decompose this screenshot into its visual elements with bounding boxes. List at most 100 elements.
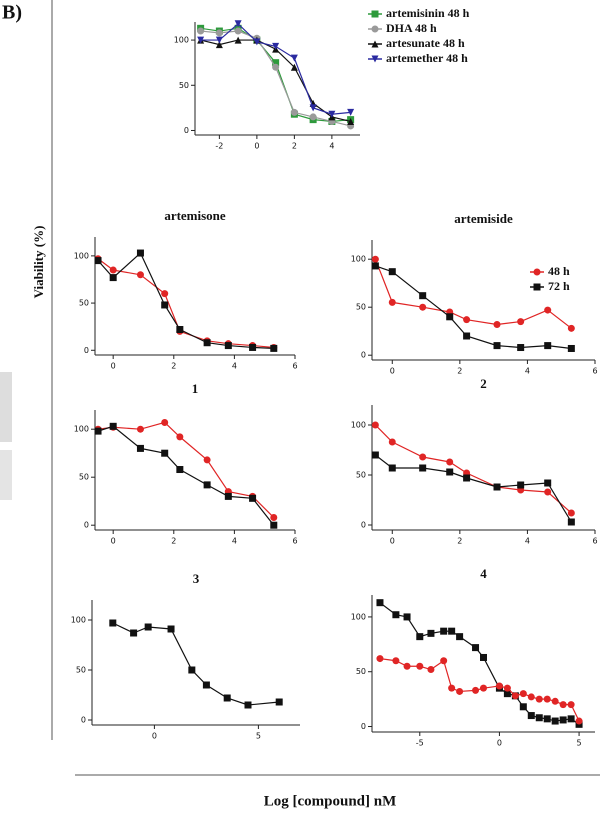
marker bbox=[144, 623, 152, 631]
marker bbox=[403, 613, 411, 621]
series-line bbox=[379, 602, 580, 725]
marker bbox=[480, 684, 487, 692]
marker bbox=[419, 464, 427, 472]
marker bbox=[215, 41, 223, 49]
x-tick-label: 2 bbox=[457, 537, 462, 546]
y-tick-label: 100 bbox=[74, 251, 89, 260]
marker bbox=[388, 438, 396, 446]
marker bbox=[559, 716, 567, 724]
marker bbox=[567, 715, 575, 723]
marker bbox=[309, 113, 317, 121]
x-tick-label: 6 bbox=[592, 537, 597, 546]
x-tick-label: 4 bbox=[232, 362, 237, 371]
marker bbox=[416, 633, 424, 641]
marker bbox=[328, 110, 336, 118]
marker bbox=[223, 694, 231, 702]
marker bbox=[176, 466, 184, 474]
y-tick-label: 100 bbox=[351, 612, 366, 621]
marker bbox=[392, 611, 400, 619]
y-tick-label: 100 bbox=[351, 421, 366, 430]
marker bbox=[567, 509, 575, 517]
x-tick-label: 4 bbox=[525, 537, 530, 546]
marker bbox=[188, 666, 196, 674]
marker bbox=[544, 306, 552, 314]
marker bbox=[527, 693, 535, 701]
marker bbox=[176, 326, 184, 334]
marker bbox=[463, 332, 471, 340]
marker bbox=[109, 266, 117, 274]
x-axis-label: Log [compound] nM bbox=[264, 793, 397, 809]
legend-label: artesunate 48 h bbox=[386, 36, 465, 50]
x-tick-label: 5 bbox=[577, 739, 582, 748]
marker bbox=[388, 464, 396, 472]
marker bbox=[130, 629, 138, 637]
chart-title: 3 bbox=[193, 571, 200, 586]
y-tick-label: 0 bbox=[361, 722, 366, 731]
y-tick-label: 0 bbox=[184, 126, 189, 135]
x-tick-label: 6 bbox=[292, 362, 297, 371]
series-line bbox=[97, 258, 274, 349]
panel-label: B) bbox=[2, 2, 22, 24]
x-tick-label: 4 bbox=[525, 367, 530, 376]
y-tick-label: 50 bbox=[79, 299, 89, 308]
x-tick-label: 2 bbox=[457, 367, 462, 376]
marker bbox=[376, 655, 384, 663]
crop-artifact bbox=[0, 450, 12, 500]
marker bbox=[567, 344, 575, 352]
marker bbox=[517, 344, 525, 352]
marker bbox=[416, 662, 424, 670]
marker bbox=[448, 627, 456, 635]
marker bbox=[427, 629, 435, 637]
y-tick-label: 0 bbox=[361, 351, 366, 360]
marker bbox=[446, 313, 454, 321]
marker bbox=[440, 627, 448, 635]
marker bbox=[249, 494, 257, 502]
marker bbox=[270, 521, 278, 529]
marker bbox=[493, 483, 501, 491]
x-tick-label: 2 bbox=[171, 537, 176, 546]
marker bbox=[533, 268, 541, 276]
marker bbox=[167, 625, 175, 633]
x-tick-label: 0 bbox=[497, 739, 502, 748]
marker bbox=[249, 343, 257, 351]
y-tick-label: 0 bbox=[84, 346, 89, 355]
chart-title: artemisone bbox=[164, 208, 226, 223]
marker bbox=[234, 27, 242, 35]
marker bbox=[388, 268, 396, 276]
chart-title: 4 bbox=[480, 566, 487, 581]
marker bbox=[202, 681, 210, 689]
x-tick-label: 4 bbox=[329, 142, 334, 151]
x-tick-label: 6 bbox=[292, 537, 297, 546]
marker bbox=[270, 344, 278, 352]
marker bbox=[376, 599, 384, 607]
x-tick-label: 0 bbox=[254, 142, 259, 151]
x-tick-label: 0 bbox=[390, 537, 395, 546]
y-tick-label: 100 bbox=[174, 36, 189, 45]
x-tick-label: 2 bbox=[292, 142, 297, 151]
marker bbox=[472, 644, 480, 652]
marker bbox=[275, 698, 283, 706]
marker bbox=[136, 425, 144, 433]
marker bbox=[371, 55, 379, 63]
marker bbox=[215, 29, 223, 37]
marker bbox=[234, 20, 242, 28]
y-tick-label: 50 bbox=[356, 303, 366, 312]
y-tick-label: 50 bbox=[76, 666, 86, 675]
y-tick-label: 50 bbox=[179, 81, 189, 90]
marker bbox=[567, 518, 575, 526]
marker bbox=[567, 701, 575, 709]
marker bbox=[290, 108, 298, 116]
marker bbox=[290, 54, 298, 62]
marker bbox=[472, 686, 480, 694]
x-tick-label: 6 bbox=[592, 367, 597, 376]
marker bbox=[272, 59, 280, 67]
y-tick-label: 100 bbox=[74, 425, 89, 434]
legend-label: artemisinin 48 h bbox=[386, 6, 470, 20]
marker bbox=[161, 418, 169, 426]
marker bbox=[519, 690, 527, 698]
marker bbox=[176, 433, 184, 441]
marker bbox=[527, 712, 535, 720]
marker bbox=[511, 692, 519, 700]
marker bbox=[109, 619, 117, 627]
marker bbox=[544, 479, 552, 487]
